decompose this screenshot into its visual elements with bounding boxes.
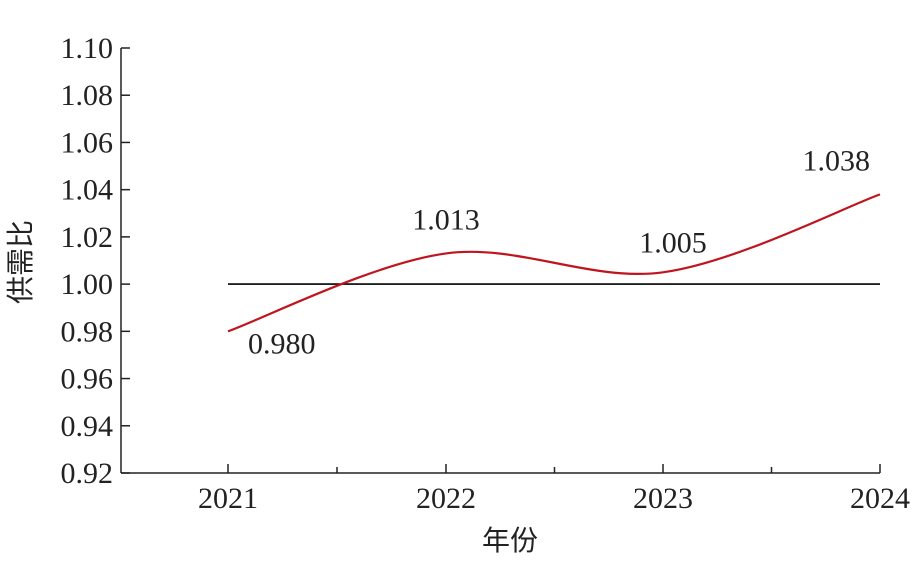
- y-tick-label: 1.06: [61, 126, 114, 159]
- y-tick-label: 1.02: [61, 221, 114, 254]
- data-label: 1.038: [803, 144, 871, 177]
- data-label: 0.980: [248, 327, 316, 360]
- x-axis-title: 年份: [482, 524, 538, 557]
- y-axis-title: 供需比: [4, 220, 37, 304]
- plot-area: 0.980 1.013 1.005 1.038: [227, 144, 881, 360]
- y-tick-label: 0.96: [61, 363, 114, 396]
- x-tick-label: 2022: [416, 482, 476, 515]
- y-tick-label: 0.92: [61, 457, 114, 490]
- series-line: [227, 193, 881, 333]
- x-tick-label: 2023: [633, 482, 693, 515]
- y-tick-label: 1.00: [61, 268, 114, 301]
- y-tick-label: 1.10: [61, 32, 114, 65]
- y-tick-label: 0.98: [61, 315, 114, 348]
- data-label: 1.005: [639, 226, 707, 259]
- y-tick-label: 0.94: [61, 410, 114, 443]
- y-tick-label: 1.04: [61, 174, 114, 207]
- y-axis: 0.92 0.94 0.96 0.98 1.00 1.02 1.04 1.06 1.08 1.10: [61, 32, 130, 490]
- x-axis: 2021 2022 2023 2024: [121, 464, 910, 515]
- x-tick-label: 2024: [850, 482, 910, 515]
- x-tick-label: 2021: [198, 482, 258, 515]
- data-label: 1.013: [412, 203, 480, 236]
- y-tick-label: 1.08: [61, 79, 114, 112]
